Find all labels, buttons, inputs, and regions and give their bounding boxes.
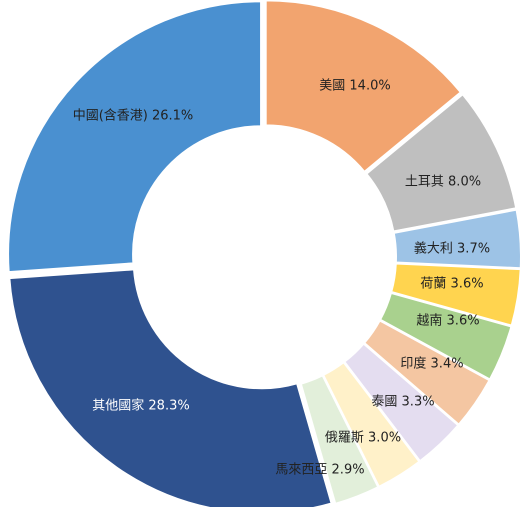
slice-label-thailand: 泰國 3.3%: [371, 395, 434, 410]
slice-label-malaysia: 馬來西亞 2.9%: [275, 463, 364, 478]
slice-others: [8, 268, 333, 507]
slice-us: [264, 0, 463, 174]
slice-label-others: 其他國家 28.3%: [92, 398, 189, 414]
slice-label-turkey: 土耳其 8.0%: [405, 175, 481, 190]
slice-china: [7, 0, 263, 274]
slice-label-china: 中國(含香港) 26.1%: [73, 108, 194, 124]
slice-label-india: 印度 3.4%: [400, 356, 463, 372]
slice-malaysia: [299, 373, 380, 506]
slice-label-netherlands: 荷蘭 3.6%: [420, 276, 483, 292]
slice-label-russia: 俄羅斯 3.0%: [325, 431, 401, 446]
slice-turkey: [364, 92, 518, 233]
slice-label-us: 美國 14.0%: [319, 79, 390, 94]
slice-label-vietnam: 越南 3.6%: [416, 313, 479, 329]
slice-label-italy: 義大利 3.7%: [414, 241, 490, 257]
